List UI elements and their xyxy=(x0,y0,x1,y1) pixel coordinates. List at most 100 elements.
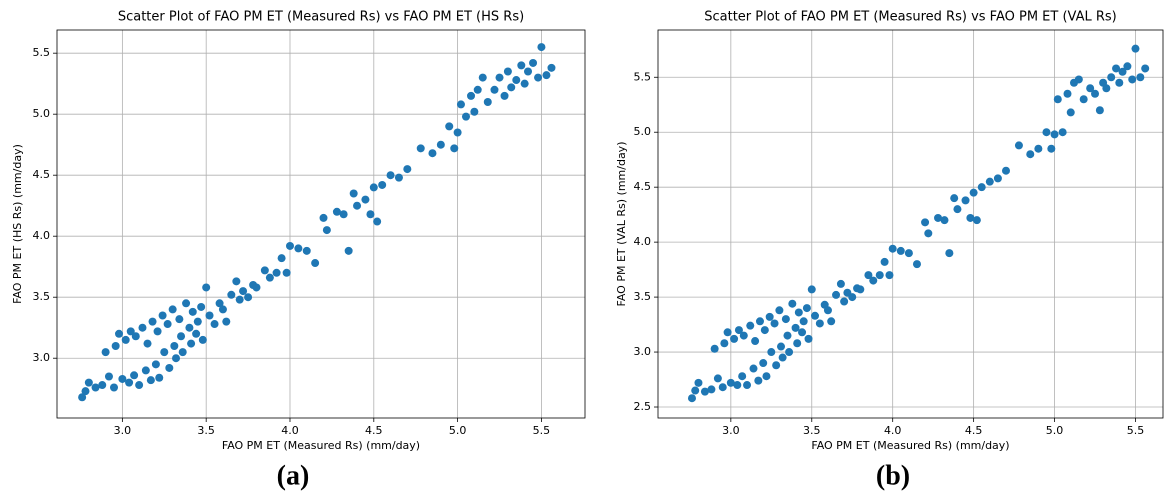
point xyxy=(912,260,921,269)
point xyxy=(193,317,202,326)
point xyxy=(222,317,231,326)
x-tick-label: 3.5 xyxy=(803,424,821,437)
point xyxy=(993,174,1002,183)
point xyxy=(783,331,792,340)
point xyxy=(811,311,820,320)
point xyxy=(232,277,241,286)
point xyxy=(272,268,281,277)
point xyxy=(788,299,797,308)
panel-label: (b) xyxy=(876,460,910,491)
point xyxy=(793,339,802,348)
point xyxy=(777,342,786,351)
chart: 3.0 3.5 4.0 4.5 5.0 5.5 2.5 3.0 3.5 4.0 4.5 5.0 5.5 S… xyxy=(615,10,1164,491)
point xyxy=(353,201,362,210)
point xyxy=(746,321,755,330)
point xyxy=(687,394,696,403)
point xyxy=(177,332,186,341)
point xyxy=(168,305,177,314)
point xyxy=(1001,166,1010,175)
point xyxy=(723,328,732,337)
point xyxy=(1107,73,1116,82)
point xyxy=(738,372,747,381)
point xyxy=(966,213,975,222)
point xyxy=(282,268,291,277)
point xyxy=(802,304,811,313)
point xyxy=(961,196,970,205)
point xyxy=(804,334,813,343)
y-tick-label: 4.5 xyxy=(634,180,652,193)
point xyxy=(770,319,779,328)
point xyxy=(1050,130,1059,139)
point xyxy=(78,393,87,402)
point xyxy=(710,344,719,353)
point xyxy=(896,246,905,255)
point xyxy=(1026,150,1035,159)
point xyxy=(285,241,294,250)
point xyxy=(182,299,191,308)
point xyxy=(1066,108,1075,117)
point xyxy=(260,266,269,275)
point xyxy=(537,43,546,52)
point xyxy=(158,311,167,320)
x-tick-label: 5.5 xyxy=(533,424,551,437)
point xyxy=(361,195,370,204)
x-tick-label: 3.0 xyxy=(722,424,740,437)
point xyxy=(344,246,353,255)
point xyxy=(694,378,703,387)
point xyxy=(517,61,526,70)
point xyxy=(869,276,878,285)
point xyxy=(969,188,978,197)
point xyxy=(101,348,110,357)
point xyxy=(798,328,807,337)
point xyxy=(319,213,328,222)
point xyxy=(880,257,889,266)
point xyxy=(885,271,894,280)
point xyxy=(500,91,509,100)
point xyxy=(1058,128,1067,137)
point xyxy=(369,183,378,192)
point xyxy=(529,58,538,67)
point xyxy=(265,273,274,282)
point xyxy=(311,259,320,268)
point xyxy=(339,210,348,219)
point xyxy=(781,315,790,324)
point xyxy=(198,335,207,344)
y-tick-label: 3.0 xyxy=(634,345,652,358)
point xyxy=(239,287,248,296)
point xyxy=(1115,78,1124,87)
point xyxy=(165,363,174,372)
point xyxy=(141,366,150,375)
point xyxy=(163,320,172,329)
y-axis-label: FAO PM ET (VAL Rs) (mm/day) xyxy=(615,142,628,307)
point xyxy=(470,107,479,116)
point xyxy=(131,332,140,341)
point xyxy=(760,326,769,335)
point xyxy=(349,189,358,198)
point xyxy=(378,180,387,189)
point xyxy=(767,348,776,357)
point xyxy=(1131,44,1140,53)
point xyxy=(416,144,425,153)
point xyxy=(244,293,253,302)
point xyxy=(143,339,152,348)
point xyxy=(754,376,763,385)
y-tick-label: 5.0 xyxy=(33,107,51,120)
point xyxy=(799,317,808,326)
point xyxy=(146,376,155,385)
point xyxy=(490,85,499,94)
point xyxy=(953,205,962,214)
x-tick-label: 4.5 xyxy=(365,424,383,437)
y-tick-label: 4.0 xyxy=(33,229,51,242)
point xyxy=(366,210,375,219)
point xyxy=(170,342,179,351)
point xyxy=(520,79,529,88)
point xyxy=(856,285,865,294)
point xyxy=(700,387,709,396)
point xyxy=(1136,73,1145,82)
point xyxy=(483,97,492,106)
point xyxy=(864,271,873,280)
point xyxy=(713,374,722,383)
point xyxy=(252,283,261,292)
point xyxy=(192,329,201,338)
point xyxy=(453,128,462,137)
